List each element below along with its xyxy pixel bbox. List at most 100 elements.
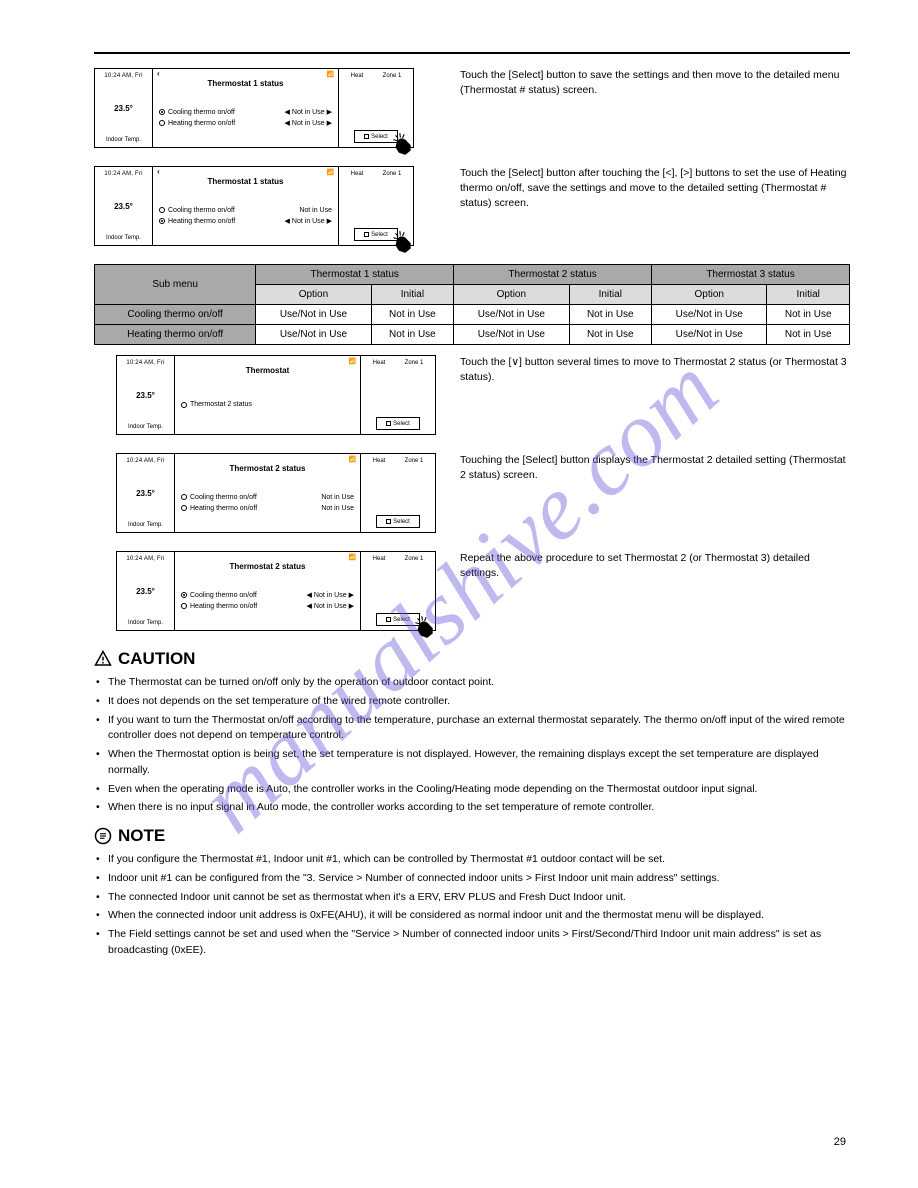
row-label: Heating thermo on/off	[168, 218, 235, 225]
device-center-panel: 📶Thermostat 2 statusCooling thermo on/of…	[175, 454, 361, 532]
device-temp: 23.5°	[114, 202, 133, 211]
device-temp-label: Indoor Temp.	[106, 137, 141, 143]
table-cell: Not in Use	[569, 305, 652, 325]
table-cell: Use/Not in Use	[454, 325, 569, 345]
header-rule	[94, 52, 850, 54]
back-icon[interactable]: ‹	[157, 71, 160, 78]
table-cell: Use/Not in Use	[256, 325, 371, 345]
caution-item: Even when the operating mode is Auto, th…	[96, 782, 850, 798]
back-icon[interactable]: ‹	[157, 169, 160, 176]
screen-title: Thermostat 2 status	[175, 464, 360, 473]
th-sub: Initial	[371, 285, 454, 305]
note-item: Indoor unit #1 can be configured from th…	[96, 871, 850, 887]
screen-row: Heating thermo on/off◀Not in Use▶	[159, 218, 332, 225]
table-cell: Not in Use	[371, 305, 454, 325]
touch-finger-icon	[389, 229, 415, 255]
th-t1: Thermostat 1 status	[256, 265, 454, 285]
instruction-step: 10:24 AM, Fri23.5°Indoor Temp.📶Thermosta…	[94, 453, 850, 541]
chevron-right-icon[interactable]: ▶	[349, 603, 354, 610]
steps-list: 10:24 AM, Fri 23.5° Indoor Temp. ‹📶Thermost…	[94, 68, 850, 254]
chevron-right-icon[interactable]: ▶	[327, 218, 332, 225]
row-label: Heating thermo on/off	[190, 603, 257, 610]
select-button[interactable]: Select	[376, 515, 420, 528]
note-item: The connected Indoor unit cannot be set …	[96, 890, 850, 906]
screen-row: Heating thermo on/off ◀Not in Use▶	[159, 120, 332, 127]
steps-list-2: 10:24 AM, Fri23.5°Indoor Temp.📶Thermosta…	[94, 355, 850, 639]
row-label: Cooling thermo on/off	[190, 494, 257, 501]
caution-item: If you want to turn the Thermostat on/of…	[96, 713, 850, 745]
device-datetime: 10:24 AM, Fri	[104, 73, 142, 79]
step-text: Touch the [Select] button after touching…	[460, 166, 850, 254]
zone-label: Zone 1	[405, 458, 424, 464]
caution-item: When the Thermostat option is being set,…	[96, 747, 850, 779]
note-heading: NOTE	[94, 826, 850, 846]
note-item: If you configure the Thermostat #1, Indo…	[96, 852, 850, 868]
row-header: Heating thermo on/off	[95, 325, 256, 345]
device-left-panel: 10:24 AM, Fri23.5°Indoor Temp.	[117, 552, 175, 630]
row-value: ◀Not in Use▶	[285, 109, 332, 116]
screen-row: Heating thermo on/off ◀Not in Use▶	[181, 603, 354, 610]
radio-indicator	[181, 494, 187, 500]
row-value: Not in Use	[321, 494, 354, 501]
chevron-right-icon[interactable]: ▶	[327, 120, 332, 127]
row-label: Heating thermo on/off	[168, 120, 235, 127]
device-temp-label: Indoor Temp.	[128, 522, 163, 528]
chevron-right-icon[interactable]: ▶	[327, 109, 332, 116]
screen-row: Cooling thermo on/off ◀Not in Use▶	[181, 592, 354, 599]
row-label: Heating thermo on/off	[190, 505, 257, 512]
note-list: If you configure the Thermostat #1, Indo…	[94, 852, 850, 959]
touch-finger-icon	[411, 614, 437, 640]
row-header: Cooling thermo on/off	[95, 305, 256, 325]
chevron-left-icon[interactable]: ◀	[285, 120, 290, 127]
chevron-left-icon[interactable]: ◀	[307, 592, 312, 599]
caution-title: CAUTION	[118, 649, 195, 669]
instruction-step: 10:24 AM, Fri23.5°Indoor Temp.‹📶Thermost…	[94, 68, 850, 156]
device-right-panel: Heat Zone 1 Select	[361, 454, 435, 532]
row-value: ◀Not in Use▶	[307, 603, 354, 610]
mode-label: Heat	[373, 458, 386, 464]
device-center-panel: 📶Thermostat 2 statusCooling thermo on/of…	[175, 552, 361, 630]
device-screenshot: 10:24 AM, Fri23.5°Indoor Temp.‹📶Thermost…	[94, 68, 414, 148]
device-temp: 23.5°	[136, 391, 155, 400]
row-label: Cooling thermo on/off	[168, 109, 235, 116]
caution-list: The Thermostat can be turned on/off only…	[94, 675, 850, 816]
zone-label: Zone 1	[405, 360, 424, 366]
device-left-panel: 10:24 AM, Fri23.5°Indoor Temp.	[95, 167, 153, 245]
device-temp: 23.5°	[136, 587, 155, 596]
row-value: ◀Not in Use▶	[285, 120, 332, 127]
screen-row: Cooling thermo on/off Not in Use	[181, 494, 354, 501]
device-left-panel: 10:24 AM, Fri 23.5° Indoor Temp.	[95, 69, 153, 147]
chevron-left-icon[interactable]: ◀	[285, 109, 290, 116]
device-temp: 23.5°	[114, 104, 133, 113]
mode-label: Heat	[351, 73, 364, 79]
chevron-left-icon[interactable]: ◀	[285, 218, 290, 225]
instruction-step: 10:24 AM, Fri23.5°Indoor Temp.📶Thermosta…	[94, 551, 850, 639]
chevron-left-icon[interactable]: ◀	[307, 603, 312, 610]
device-datetime: 10:24 AM, Fri	[126, 556, 164, 562]
touch-finger-icon	[389, 131, 415, 157]
table-cell: Use/Not in Use	[454, 305, 569, 325]
device-temp: 23.5°	[136, 489, 155, 498]
th-sub: Option	[454, 285, 569, 305]
signal-icon: 📶	[327, 71, 334, 78]
row-value: ◀Not in Use▶	[307, 592, 354, 599]
radio-indicator	[159, 120, 165, 126]
device-screenshot: 10:24 AM, Fri23.5°Indoor Temp.‹📶Thermost…	[94, 166, 414, 246]
signal-icon: 📶	[349, 554, 356, 561]
radio-indicator	[159, 207, 165, 213]
device-center-panel: ‹📶Thermostat 1 statusCooling thermo on/o…	[153, 69, 339, 147]
caution-item: The Thermostat can be turned on/off only…	[96, 675, 850, 691]
th-sub: Initial	[767, 285, 850, 305]
radio-indicator	[181, 592, 187, 598]
device-center-panel: ‹📶Thermostat 1 statusCooling thermo on/o…	[153, 167, 339, 245]
table-cell: Use/Not in Use	[652, 325, 767, 345]
device-datetime: 10:24 AM, Fri	[126, 360, 164, 366]
select-button[interactable]: Select	[376, 417, 420, 430]
device-left-panel: 10:24 AM, Fri23.5°Indoor Temp.	[117, 454, 175, 532]
warning-icon	[94, 650, 112, 668]
device-datetime: 10:24 AM, Fri	[104, 171, 142, 177]
chevron-right-icon[interactable]: ▶	[349, 592, 354, 599]
device-center-panel: 📶ThermostatThermostat 2 status	[175, 356, 361, 434]
row-label: Cooling thermo on/off	[190, 592, 257, 599]
step-text: Touch the [∨] button several times to mo…	[460, 355, 850, 443]
